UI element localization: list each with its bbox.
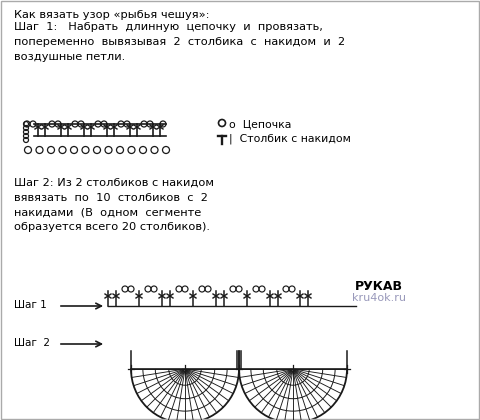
Text: |  Столбик с накидом: | Столбик с накидом	[229, 133, 351, 144]
Text: Шаг  1:   Набрать  длинную  цепочку  и  провязать,
попеременно  вывязывая  2  ст: Шаг 1: Набрать длинную цепочку и провяза…	[14, 22, 345, 62]
Text: РУКАВ: РУКАВ	[355, 280, 403, 293]
Text: Шаг 1: Шаг 1	[14, 300, 47, 310]
Text: kru4ok.ru: kru4ok.ru	[352, 293, 406, 303]
Text: о  Цепочка: о Цепочка	[229, 119, 291, 129]
Text: Шаг  2: Шаг 2	[14, 338, 50, 348]
Text: Шаг 2: Из 2 столбиков с накидом
вявязать  по  10  столбиков  с  2
накидами  (В  : Шаг 2: Из 2 столбиков с накидом вявязать…	[14, 178, 214, 232]
Text: Как вязать узор «рыбья чешуя»:: Как вязать узор «рыбья чешуя»:	[14, 10, 209, 20]
